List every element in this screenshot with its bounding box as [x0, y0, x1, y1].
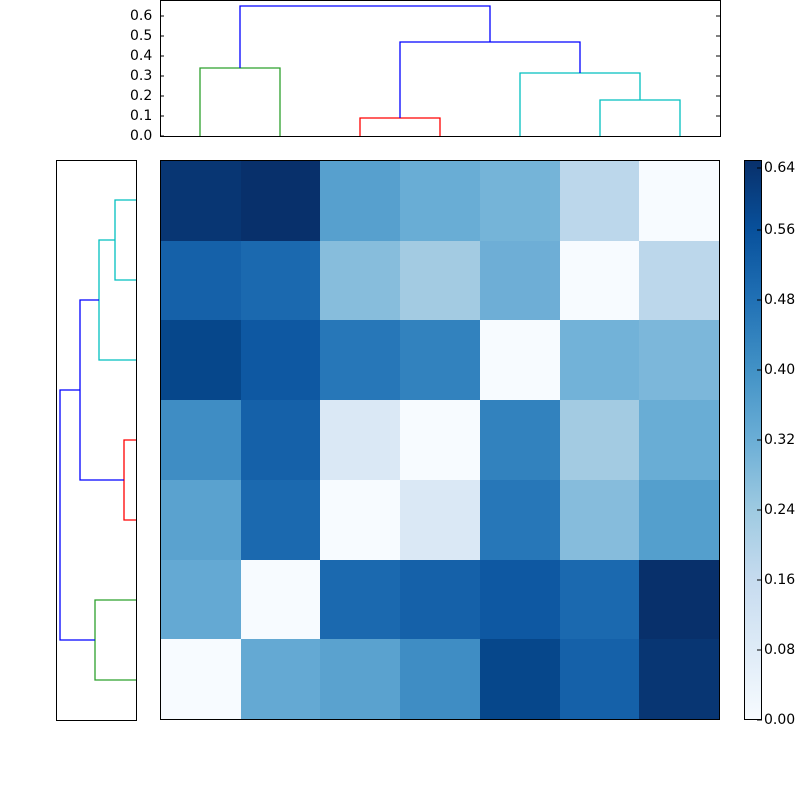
heatmap-cell — [161, 479, 241, 560]
heatmap-cell — [240, 240, 321, 321]
heatmap-cell — [320, 320, 401, 401]
heatmap-cell — [639, 161, 719, 241]
heatmap-cell — [161, 559, 241, 640]
colorbar-tick-label: 0.08 — [764, 642, 796, 658]
heatmap-cell — [639, 240, 719, 321]
heatmap-cell — [240, 479, 321, 560]
heatmap-cell — [639, 320, 719, 401]
heatmap-cell — [240, 161, 321, 241]
heatmap-cell — [479, 479, 560, 560]
top-ytick-label: 0.0 — [130, 128, 153, 144]
heatmap-cell — [320, 559, 401, 640]
top-dendrogram — [160, 5, 720, 137]
colorbar-tick-label: 0.56 — [764, 222, 796, 238]
heatmap-cell — [240, 559, 321, 640]
heatmap-cell — [400, 320, 480, 401]
heatmap-cell — [161, 161, 241, 241]
colorbar-tick-label: 0.48 — [764, 292, 796, 308]
heatmap-cell — [161, 639, 241, 719]
colorbar-tick-label: 0.40 — [764, 362, 796, 378]
heatmap-cell — [559, 320, 640, 401]
heatmap-cell — [400, 479, 480, 560]
heatmap-cell — [639, 639, 719, 719]
heatmap-cell — [559, 639, 640, 719]
heatmap-cell — [320, 161, 401, 241]
heatmap-cell — [479, 161, 560, 241]
top-ytick-label: 0.3 — [130, 68, 153, 84]
heatmap-cell — [559, 479, 640, 560]
top-ytick-label: 0.6 — [130, 8, 153, 24]
heatmap-cell — [639, 559, 719, 640]
heatmap-cell — [400, 161, 480, 241]
heatmap-cell — [400, 559, 480, 640]
heatmap-cell — [479, 639, 560, 719]
heatmap-cell — [639, 479, 719, 560]
colorbar-tick-label: 0.00 — [764, 712, 796, 728]
heatmap-cell — [240, 400, 321, 480]
heatmap-cell — [161, 240, 241, 321]
heatmap-cell — [161, 400, 241, 480]
heatmap-cell — [479, 240, 560, 321]
top-ytick-label: 0.4 — [130, 48, 153, 64]
heatmap-cell — [320, 639, 401, 719]
heatmap-cell — [240, 639, 321, 719]
heatmap-cell — [479, 559, 560, 640]
top-ytick-label: 0.2 — [130, 88, 153, 104]
colorbar-tick-label: 0.16 — [764, 572, 796, 588]
heatmap — [160, 160, 720, 720]
heatmap-cell — [161, 320, 241, 401]
top-ytick-label: 0.1 — [130, 108, 153, 124]
heatmap-cell — [320, 240, 401, 321]
colorbar-tick-label: 0.64 — [764, 160, 796, 176]
heatmap-cell — [400, 240, 480, 321]
heatmap-cell — [559, 240, 640, 321]
heatmap-cell — [639, 400, 719, 480]
heatmap-cell — [479, 320, 560, 401]
top-ytick-label: 0.5 — [130, 28, 153, 44]
heatmap-cell — [559, 559, 640, 640]
heatmap-cell — [400, 400, 480, 480]
heatmap-cell — [320, 479, 401, 560]
colorbar-tick-label: 0.32 — [764, 432, 796, 448]
heatmap-cell — [400, 639, 480, 719]
colorbar-tick-label: 0.24 — [764, 502, 796, 518]
heatmap-cell — [559, 161, 640, 241]
heatmap-cell — [559, 400, 640, 480]
heatmap-cell — [320, 400, 401, 480]
heatmap-cell — [240, 320, 321, 401]
heatmap-cell — [479, 400, 560, 480]
